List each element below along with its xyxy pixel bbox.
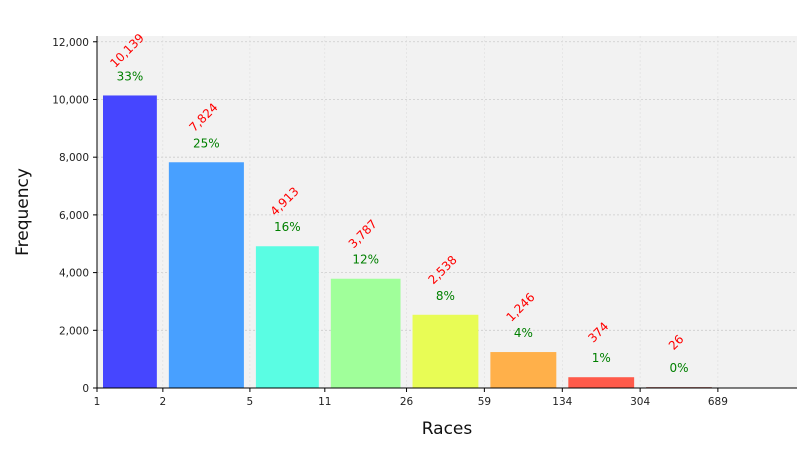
histogram-bar xyxy=(168,162,244,388)
x-axis-title: Races xyxy=(422,419,473,439)
percent-label: 0% xyxy=(669,361,688,375)
y-tick-label: 4,000 xyxy=(59,268,89,280)
x-tick-label: 2 xyxy=(160,396,167,408)
x-tick-label: 1 xyxy=(94,396,101,408)
y-tick-label: 8,000 xyxy=(59,152,89,164)
histogram-bar xyxy=(330,278,401,388)
y-axis-title: Frequency xyxy=(13,168,33,256)
y-tick-label: 12,000 xyxy=(52,37,89,49)
bars xyxy=(103,95,712,389)
x-tick-label: 304 xyxy=(630,396,650,408)
x-tick-label: 689 xyxy=(708,396,728,408)
y-axis-ticks: 0 2,000 4,000 6,000 8,000 10,000 12,000 xyxy=(52,37,97,395)
x-tick-label: 26 xyxy=(400,396,414,408)
histogram-bar xyxy=(490,352,557,388)
x-axis-ticks: 1 2 5 11 26 59 134 304 689 xyxy=(94,388,728,408)
x-tick-label: 11 xyxy=(318,396,331,408)
y-tick-label: 2,000 xyxy=(59,325,89,337)
percent-label: 25% xyxy=(193,136,220,150)
histogram-bar xyxy=(255,246,319,388)
histogram-bar xyxy=(103,95,157,389)
y-tick-label: 10,000 xyxy=(52,94,89,106)
percent-label: 1% xyxy=(592,351,611,365)
histogram-bar xyxy=(568,377,635,388)
percent-label: 12% xyxy=(352,253,379,267)
y-tick-label: 0 xyxy=(82,383,89,395)
x-tick-label: 134 xyxy=(552,396,572,408)
x-tick-label: 5 xyxy=(247,396,254,408)
histogram-bar xyxy=(412,314,479,388)
y-tick-label: 6,000 xyxy=(59,210,89,222)
percent-label: 4% xyxy=(514,326,533,340)
x-tick-label: 59 xyxy=(478,396,491,408)
percent-label: 16% xyxy=(274,220,301,234)
percent-label: 8% xyxy=(436,289,455,303)
percent-label: 33% xyxy=(117,69,144,83)
axes xyxy=(96,36,797,389)
